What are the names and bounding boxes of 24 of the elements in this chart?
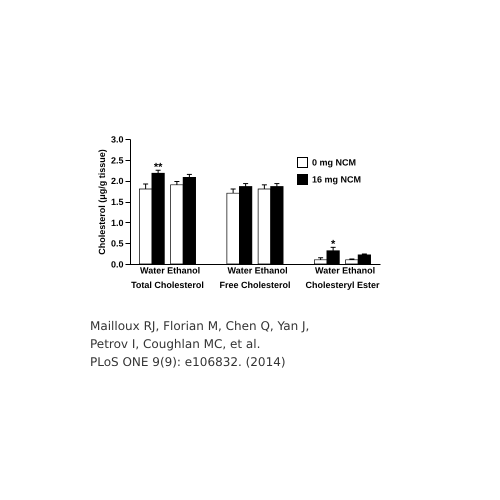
y-tick-label: 0.5 <box>110 238 124 249</box>
legend-label: 0 mg NCM <box>312 158 356 168</box>
y-tick-label: 1.0 <box>110 218 124 228</box>
legend-label: 16 mg NCM <box>312 174 362 184</box>
text: PLoS ONE 9(9): e106832. (2014) <box>90 355 286 369</box>
y-tick-label: 1.5 <box>110 197 124 207</box>
text: Mailloux RJ, Florian M, Chen Q, Yan J, <box>90 319 310 333</box>
y-tick-label: 2.0 <box>110 176 124 186</box>
x-tick-label: Water <box>140 266 166 276</box>
x-tick-label: Ethanol <box>167 266 200 276</box>
text: Free Cholesterol <box>219 280 291 290</box>
text: Total Cholesterol <box>131 280 204 290</box>
text: Cholesteryl Ester <box>305 280 380 290</box>
x-tick-label: Ethanol <box>342 266 376 276</box>
text: Petrov I, Coughlan MC, et al. <box>90 337 260 351</box>
y-tick-label: 3.0 <box>110 134 124 144</box>
y-tick-label: 2.5 <box>110 155 124 166</box>
x-tick-label: Water <box>228 266 253 276</box>
x-tick-label: Water <box>315 266 340 276</box>
y-axis-title: Cholesterol (μg/g tissue) <box>96 149 107 255</box>
annotation: * <box>330 238 336 250</box>
x-tick-label: Ethanol <box>254 266 288 276</box>
y-tick-label: 0.0 <box>110 260 124 270</box>
annotation: ** <box>154 161 164 174</box>
